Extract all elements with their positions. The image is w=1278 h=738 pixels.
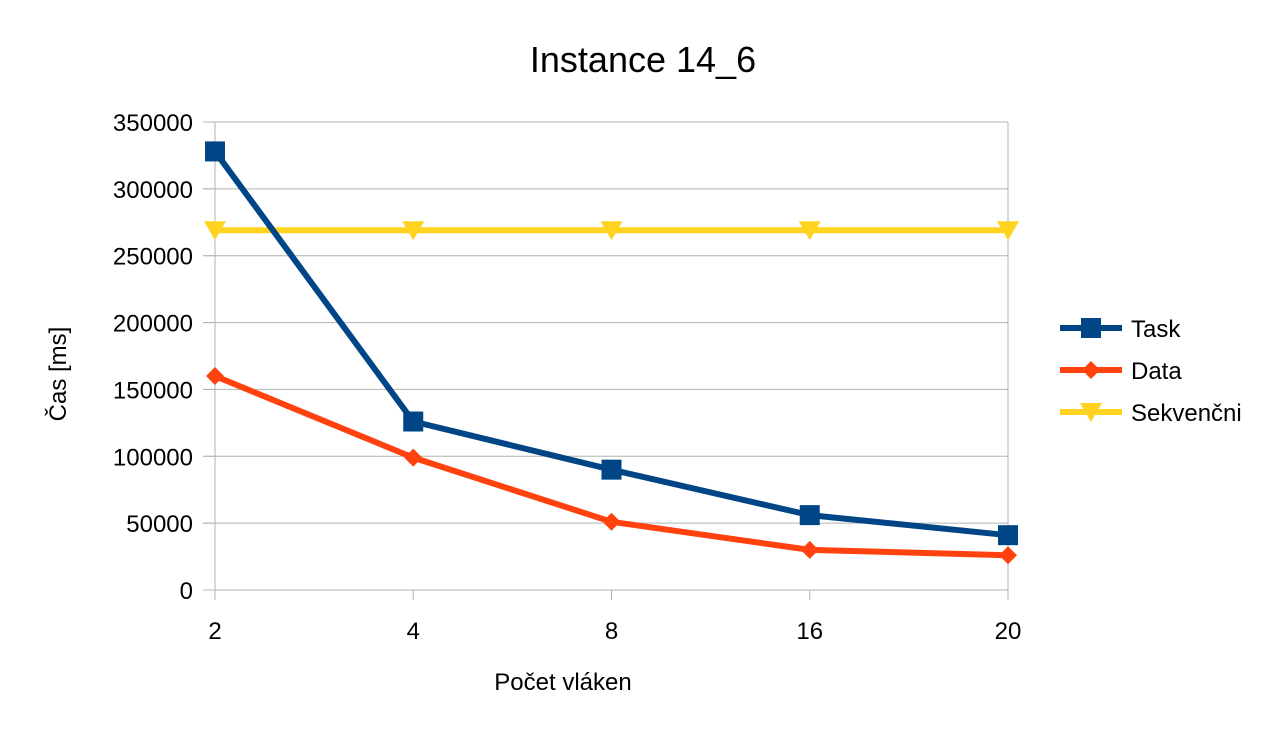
axes — [203, 122, 1009, 591]
series-group — [204, 141, 1019, 565]
y-tick-label: 0 — [180, 578, 193, 605]
data-point — [798, 221, 821, 241]
legend-label: Sekvenčni — [1131, 400, 1242, 427]
legend-item: Sekvenčni — [1060, 400, 1242, 427]
y-tick-label: 100000 — [113, 444, 193, 471]
x-axis-title: Počet vláken — [494, 669, 631, 696]
y-axis-ticks: 0 50000 100000 150000 200000 250000 300000 3500… — [113, 110, 215, 605]
x-tick-label: 2 — [208, 618, 221, 645]
data-point — [206, 367, 224, 386]
data-point — [404, 448, 423, 467]
legend-label: Task — [1131, 316, 1181, 343]
legend-marker — [1080, 403, 1102, 422]
data-point — [800, 540, 819, 559]
series-sekvenčni — [204, 221, 1019, 241]
x-tick-label: 20 — [995, 618, 1022, 645]
x-axis-ticks: 2 4 8 16 20 — [208, 590, 1021, 645]
data-point — [998, 525, 1018, 546]
data-point — [205, 141, 225, 162]
y-tick-label: 200000 — [113, 311, 193, 338]
legend-marker — [1081, 318, 1101, 338]
y-tick-label: 250000 — [113, 244, 193, 271]
x-tick-label: 4 — [407, 618, 420, 645]
x-tick-label: 8 — [605, 618, 618, 645]
legend-label: Data — [1131, 358, 1182, 385]
y-tick-label: 50000 — [126, 511, 193, 538]
legend-item: Data — [1060, 358, 1182, 385]
legend: Task Data Sekvenčni — [1060, 316, 1242, 427]
series-data — [206, 367, 1017, 565]
data-point — [601, 459, 622, 480]
y-axis-title: Čas [ms] — [44, 327, 72, 422]
y-tick-label: 300000 — [113, 177, 193, 204]
data-point — [602, 512, 621, 531]
data-point — [799, 505, 820, 526]
legend-item: Task — [1060, 316, 1181, 343]
y-tick-label: 350000 — [113, 110, 193, 137]
data-point — [997, 221, 1019, 241]
data-point — [402, 221, 425, 241]
legend-marker — [1082, 361, 1100, 379]
y-tick-label: 150000 — [113, 377, 193, 404]
data-point — [999, 546, 1017, 565]
data-point — [600, 221, 623, 241]
x-tick-label: 16 — [796, 618, 823, 645]
series-task — [205, 141, 1018, 546]
data-point — [204, 221, 226, 241]
data-point — [403, 411, 424, 432]
chart-title: Instance 14_6 — [530, 39, 756, 80]
